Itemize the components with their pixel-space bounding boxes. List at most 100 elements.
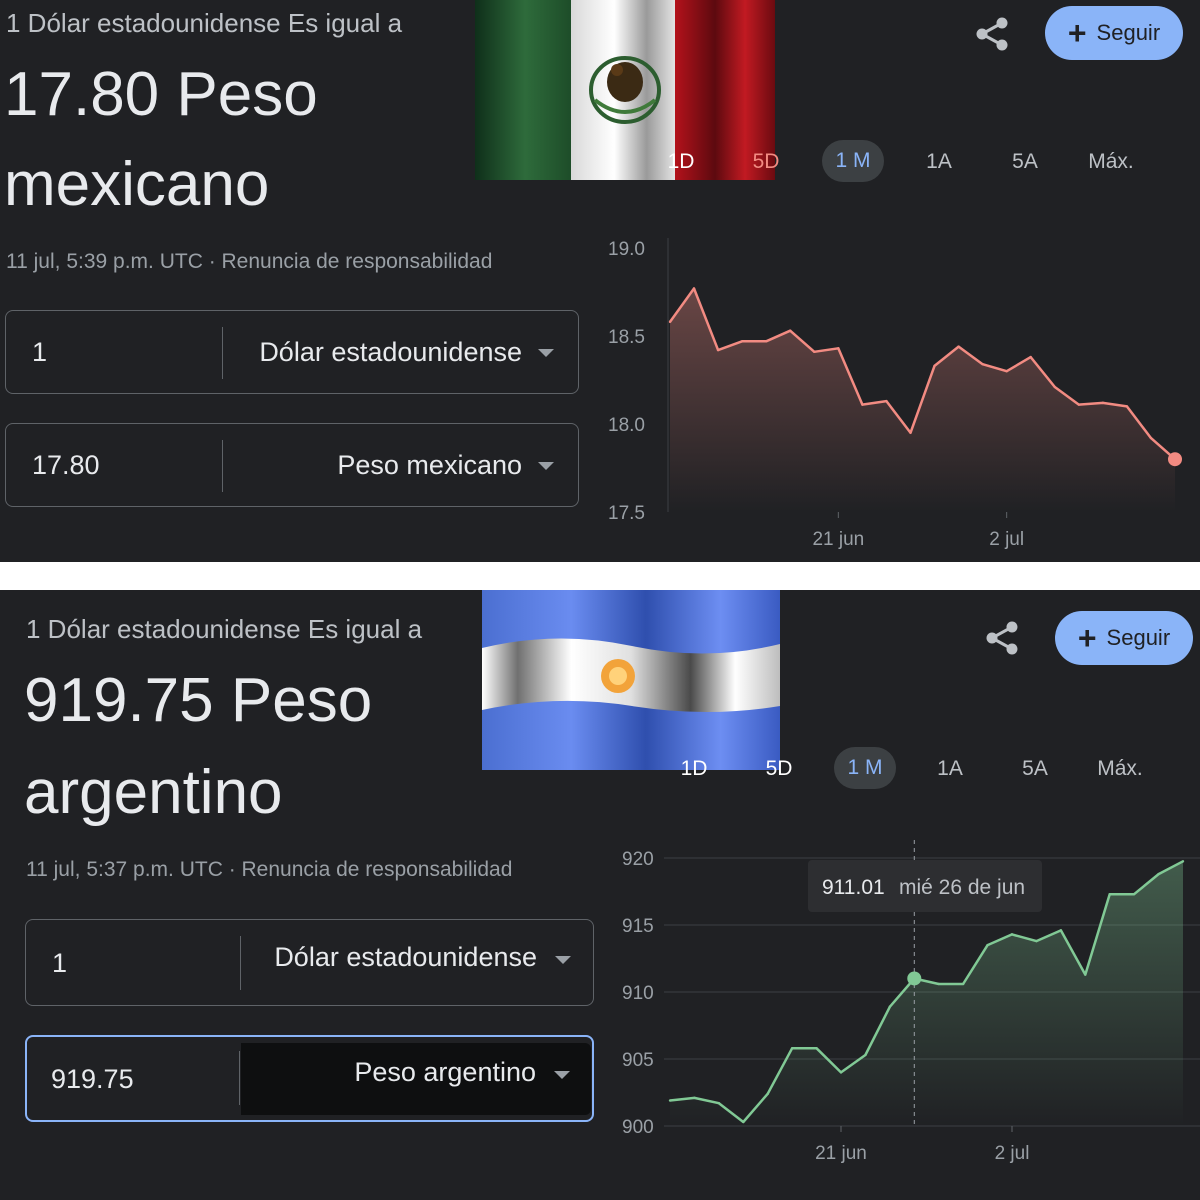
to-currency-select[interactable]: Peso argentino [354, 1057, 536, 1087]
tab-1m[interactable]: 1 M [834, 747, 896, 789]
data-point [1035, 939, 1038, 943]
from-currency-select[interactable]: Dólar estadounidense [259, 337, 522, 367]
share-icon[interactable] [973, 14, 1013, 54]
data-point [864, 1053, 867, 1057]
y-tick-label: 915 [622, 916, 654, 937]
data-point [692, 287, 696, 290]
y-tick-label: 18.0 [608, 415, 645, 436]
series-line [668, 287, 1176, 461]
select-highlight [241, 1043, 591, 1115]
y-tick-label: 910 [622, 983, 654, 1004]
data-point [1101, 401, 1105, 405]
to-amount-input[interactable]: 919.75 [51, 1064, 134, 1094]
y-tick-label: 19.0 [608, 239, 645, 260]
series-line [669, 860, 1184, 1124]
converted-value-line1: 17.80 Peso [4, 60, 318, 129]
ars-converter-panel: 1 Dólar estadounidense Es igual a 919.75… [0, 590, 1200, 1200]
x-tick-label: 2 jul [995, 1143, 1030, 1164]
mxn-price-chart[interactable]: 19.0 18.5 18.0 17.5 21 jun 2 jul [600, 230, 1200, 562]
data-point [885, 399, 888, 403]
data-point [1010, 933, 1014, 936]
data-point [1053, 385, 1056, 389]
data-point [1181, 860, 1185, 863]
data-point [716, 348, 720, 352]
share-icon[interactable] [983, 618, 1023, 658]
to-currency-select[interactable]: Peso mexicano [337, 450, 522, 480]
from-currency-row: 1 Dólar estadounidense [25, 919, 594, 1006]
tab-1a[interactable]: 1A [926, 150, 952, 173]
data-point [815, 1047, 818, 1050]
tooltip-value: 911.01 [822, 876, 885, 899]
x-tick-label: 21 jun [815, 1143, 867, 1164]
from-currency-select[interactable]: Dólar estadounidense [274, 942, 537, 972]
data-point [740, 340, 744, 343]
dropdown-arrow-icon[interactable] [554, 1071, 570, 1079]
ars-price-chart[interactable]: 920 915 910 905 900 21 jun 2 jul 911.01 mié 26 d… [600, 840, 1200, 1180]
from-amount-input[interactable]: 1 [52, 948, 68, 978]
data-point [1157, 872, 1160, 876]
data-point [1132, 892, 1136, 896]
x-tick-label: 2 jul [989, 529, 1024, 550]
data-point [1108, 892, 1111, 896]
data-point [839, 1071, 843, 1074]
timestamp-disclaimer[interactable]: 11 jul, 5:37 p.m. UTC · Renuncia de resp… [26, 858, 513, 881]
current-point-marker [1168, 452, 1182, 467]
data-point [789, 329, 792, 332]
follow-button[interactable]: + Seguir [1055, 611, 1193, 665]
data-point [813, 350, 816, 354]
tab-5a[interactable]: 5A [1022, 757, 1048, 780]
data-point [957, 345, 960, 348]
y-tick-label: 920 [622, 849, 654, 870]
data-point [693, 1096, 696, 1100]
y-tick-label: 905 [622, 1050, 654, 1071]
tab-max[interactable]: Máx. [1097, 757, 1143, 780]
timestamp-disclaimer[interactable]: 11 jul, 5:39 p.m. UTC · Renuncia de resp… [6, 250, 493, 273]
tab-5d[interactable]: 5D [765, 757, 793, 780]
from-amount-input[interactable]: 1 [32, 337, 48, 367]
tab-1d[interactable]: 1D [667, 150, 695, 173]
chart-tooltip [808, 860, 1042, 912]
row-divider [222, 327, 223, 379]
data-point [790, 1047, 794, 1050]
series-area [670, 861, 1183, 1126]
data-point [1149, 436, 1153, 440]
converted-value-line2: mexicano [4, 150, 270, 219]
data-point [1125, 405, 1129, 408]
tab-1d[interactable]: 1D [680, 757, 708, 780]
converted-value-line1: 919.75 Peso [24, 666, 373, 735]
data-point [961, 982, 965, 986]
y-tick-label: 900 [622, 1117, 654, 1138]
to-currency-row: 919.75 Peso argentino [25, 1035, 594, 1122]
data-point [837, 347, 840, 350]
data-point [1059, 929, 1063, 932]
converted-value-line2: argentino [24, 758, 283, 827]
y-tick-label: 17.5 [608, 503, 645, 524]
follow-button[interactable]: + Seguir [1045, 6, 1183, 60]
plus-icon: + [1067, 15, 1087, 51]
to-currency-row: 17.80 Peso mexicano [5, 423, 579, 507]
equals-heading: 1 Dólar estadounidense Es igual a [26, 614, 423, 644]
data-point [1084, 973, 1087, 976]
follow-label: Seguir [1096, 20, 1161, 45]
dropdown-arrow-icon[interactable] [538, 349, 554, 357]
y-tick-label: 18.5 [608, 327, 645, 348]
to-amount-input[interactable]: 17.80 [32, 450, 100, 480]
tab-5a[interactable]: 5A [1012, 150, 1038, 173]
tooltip-date: mié 26 de jun [899, 876, 1025, 899]
dropdown-arrow-icon[interactable] [538, 462, 554, 470]
tab-1m[interactable]: 1 M [822, 140, 884, 182]
mxn-converter-panel: 1 Dólar estadounidense Es igual a 17.80 … [0, 0, 1200, 562]
tab-1a[interactable]: 1A [937, 757, 963, 780]
argentina-flag-image [482, 590, 780, 770]
plus-icon: + [1077, 620, 1097, 656]
data-point [717, 1102, 721, 1105]
data-point [1005, 370, 1008, 373]
hover-point-marker [907, 971, 922, 986]
from-currency-row: 1 Dólar estadounidense [5, 310, 579, 394]
dropdown-arrow-icon[interactable] [555, 956, 571, 964]
tab-5d[interactable]: 5D [752, 150, 780, 173]
data-point [668, 1099, 672, 1102]
tab-max[interactable]: Máx. [1088, 150, 1134, 173]
data-point [986, 943, 989, 947]
data-point [861, 403, 864, 406]
